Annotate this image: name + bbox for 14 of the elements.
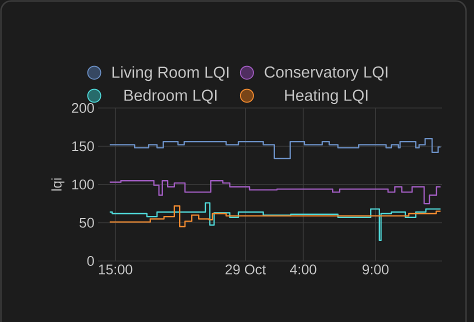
y-tick-label: 150 <box>72 141 94 152</box>
y-tick-label: 100 <box>72 180 94 190</box>
legend-label: Living Room LQI <box>112 66 228 82</box>
legend-label: Heating LQI <box>285 89 368 104</box>
y-tick-label: 0 <box>87 256 94 266</box>
legend-label: Conservatory LQI <box>264 66 388 81</box>
x-tick-label: 29 Oct <box>226 264 266 274</box>
x-tick-label: 15:00 <box>98 264 132 274</box>
x-tick-label: 4:00 <box>290 264 316 274</box>
legend-label: Bedroom LQI <box>124 89 216 104</box>
x-tick-label: 9:00 <box>362 264 389 274</box>
y-axis-title: lqi <box>51 178 64 191</box>
y-tick-label: 200 <box>72 103 94 113</box>
y-tick-label: 50 <box>80 218 94 228</box>
